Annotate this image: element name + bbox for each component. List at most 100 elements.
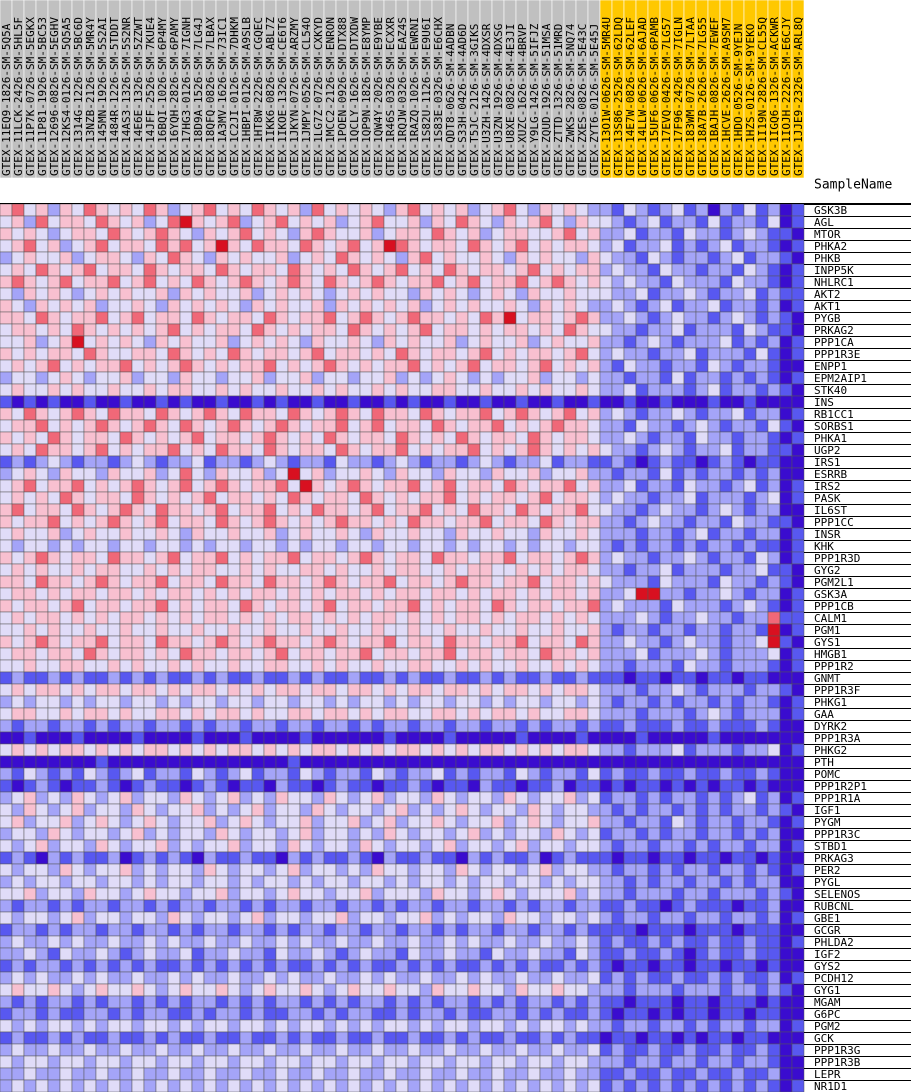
heatmap-cell	[347, 935, 361, 949]
heatmap-cell	[83, 503, 97, 517]
heatmap-cell	[491, 299, 505, 313]
heatmap-cell	[227, 959, 241, 973]
heatmap-cell	[767, 983, 781, 997]
heatmap-cell	[479, 455, 493, 469]
heatmap-cell	[479, 611, 493, 625]
heatmap-cell	[563, 719, 577, 733]
heatmap-cell	[443, 287, 457, 301]
heatmap-cell	[179, 215, 193, 229]
heatmap-cell	[371, 695, 385, 709]
heatmap-cell	[347, 359, 361, 373]
heatmap-cell	[467, 431, 481, 445]
heatmap-cell	[215, 695, 229, 709]
heatmap-cell	[167, 419, 181, 433]
heatmap-cell	[419, 479, 433, 493]
heatmap-cell	[215, 599, 229, 613]
heatmap-cell	[635, 539, 649, 553]
heatmap-cell	[623, 731, 637, 745]
heatmap-cell	[551, 239, 565, 253]
column-label: GTEX-T5JC-2126-SM-3GIKS	[468, 24, 481, 176]
heatmap-cell	[383, 887, 397, 901]
column-label: GTEX-1HDO-0526-SM-9YEJN	[732, 24, 745, 176]
heatmap-cell	[383, 815, 397, 829]
heatmap-cell	[287, 587, 301, 601]
heatmap-cell	[167, 491, 181, 505]
heatmap-cell	[671, 995, 685, 1009]
heatmap-cell	[515, 311, 529, 325]
heatmap-cell	[563, 455, 577, 469]
heatmap-cell	[599, 767, 613, 781]
heatmap-cell	[707, 1007, 721, 1021]
heatmap-cell	[791, 707, 805, 721]
heatmap-cell	[767, 491, 781, 505]
heatmap-cell	[179, 791, 193, 805]
heatmap-cell	[107, 1007, 121, 1021]
heatmap-cell	[323, 875, 337, 889]
heatmap-cell	[155, 647, 169, 661]
heatmap-cell	[755, 1055, 769, 1069]
heatmap-cell	[503, 767, 517, 781]
heatmap-cell	[407, 731, 421, 745]
heatmap-cell	[287, 431, 301, 445]
heatmap-cell	[623, 251, 637, 265]
heatmap-cell	[479, 599, 493, 613]
heatmap-cell	[731, 839, 745, 853]
heatmap-cell	[719, 1031, 733, 1045]
heatmap-cell	[467, 971, 481, 985]
heatmap-cell	[635, 551, 649, 565]
heatmap-cell	[551, 299, 565, 313]
heatmap-cell	[503, 707, 517, 721]
heatmap-cell	[251, 491, 265, 505]
heatmap-cell	[47, 899, 61, 913]
heatmap-cell	[383, 659, 397, 673]
heatmap-cell	[479, 563, 493, 577]
heatmap-cell	[311, 839, 325, 853]
heatmap-cell	[743, 275, 757, 289]
heatmap-cell	[407, 407, 421, 421]
heatmap-cell	[143, 203, 157, 217]
heatmap-cell	[659, 563, 673, 577]
heatmap-cell	[191, 755, 205, 769]
heatmap-cell	[683, 839, 697, 853]
heatmap-cell	[683, 359, 697, 373]
heatmap-cell	[11, 539, 25, 553]
heatmap-cell	[647, 551, 661, 565]
heatmap-cell	[767, 899, 781, 913]
heatmap-cell	[71, 575, 85, 589]
heatmap-cell	[539, 311, 553, 325]
heatmap-cell	[47, 1043, 61, 1057]
heatmap-cell	[143, 719, 157, 733]
heatmap-cell	[347, 671, 361, 685]
heatmap-cell	[299, 311, 313, 325]
heatmap-cell	[335, 743, 349, 757]
heatmap-cell	[347, 815, 361, 829]
heatmap-cell	[0, 419, 13, 433]
heatmap-cell	[791, 407, 805, 421]
column-label: GTEX-1IOJH-2226-SM-E6CJY	[780, 17, 793, 176]
heatmap-cell	[683, 635, 697, 649]
heatmap-cell	[179, 251, 193, 265]
heatmap-cell	[755, 203, 769, 217]
heatmap-cell	[623, 503, 637, 517]
heatmap-cell	[767, 275, 781, 289]
heatmap-cell	[95, 707, 109, 721]
heatmap-cell	[371, 599, 385, 613]
heatmap-cell	[743, 551, 757, 565]
heatmap-cell	[263, 971, 277, 985]
heatmap-cell	[431, 803, 445, 817]
heatmap-cell	[35, 935, 49, 949]
heatmap-cell	[11, 215, 25, 229]
heatmap-cell	[599, 275, 613, 289]
heatmap-cell	[479, 767, 493, 781]
heatmap-cell	[83, 779, 97, 793]
heatmap-cell	[395, 599, 409, 613]
heatmap-cell	[563, 239, 577, 253]
heatmap-cell	[35, 551, 49, 565]
heatmap-cell	[0, 443, 13, 457]
heatmap-cell	[455, 467, 469, 481]
heatmap-cell	[95, 1055, 109, 1069]
heatmap-cell	[311, 875, 325, 889]
heatmap-cell	[647, 947, 661, 961]
heatmap-cell	[659, 515, 673, 529]
heatmap-cell	[443, 707, 457, 721]
